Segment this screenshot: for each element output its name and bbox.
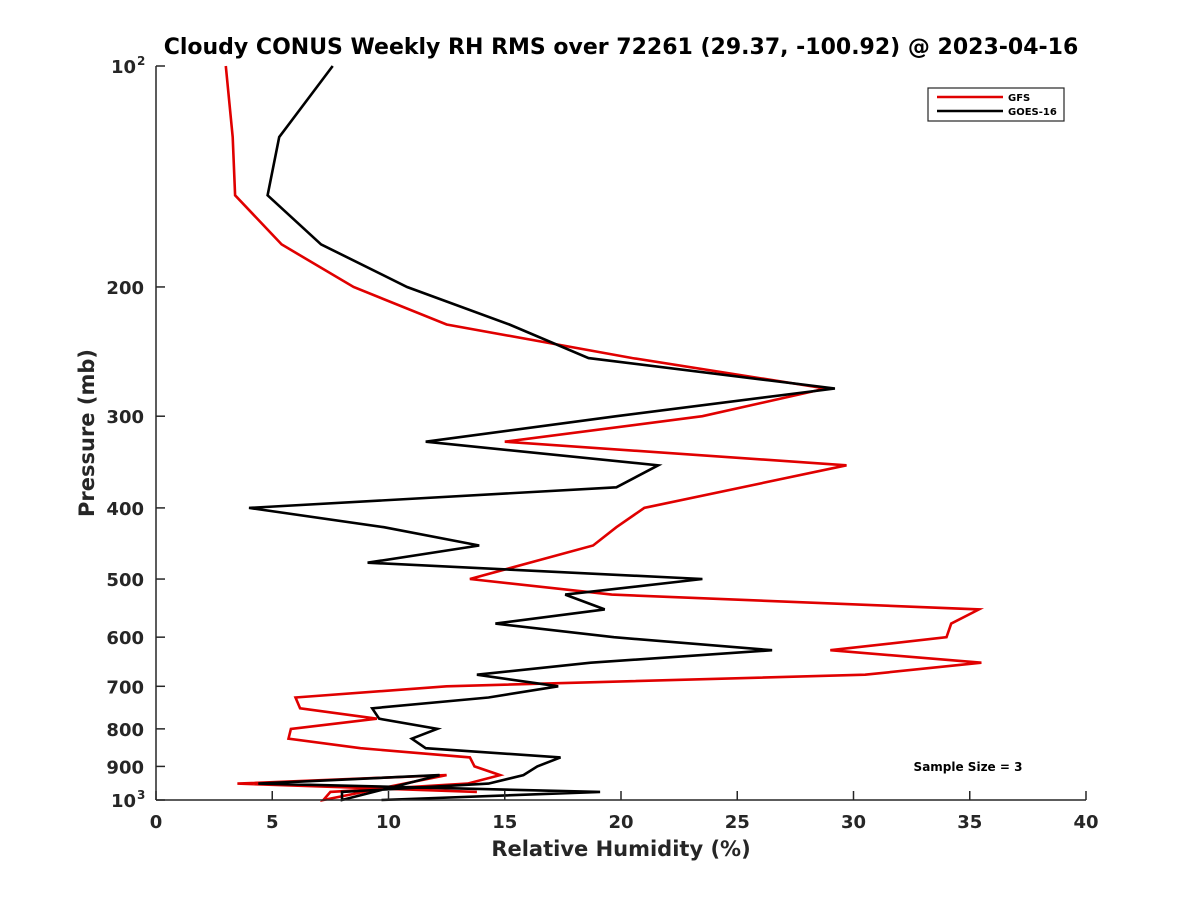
x-tick-label: 35 [957,812,982,833]
x-tick-label: 0 [150,812,163,833]
legend: GFS GOES-16 [927,87,1065,122]
series-layer [224,65,985,803]
y-tick-exponent: 2 [137,54,145,68]
x-tick-label: 10 [376,812,401,833]
x-tick-label: 30 [841,812,866,833]
y-tick-label: 200 [106,278,144,299]
y-tick-label: 10 [111,57,136,78]
sample-size-annotation: Sample Size = 3 [914,760,1023,774]
series-line-goes-16 [248,65,836,802]
x-tick-label: 15 [492,812,517,833]
legend-box [927,87,1065,122]
y-tick-label: 400 [106,499,144,520]
legend-label-gfs: GFS [1008,93,1030,104]
x-tick-label: 5 [266,812,279,833]
x-tick-label: 40 [1073,812,1098,833]
y-tick-label: 300 [106,407,144,428]
y-tick-exponent: 3 [137,788,145,802]
x-tick-label: 20 [608,812,633,833]
y-tick-label: 500 [106,570,144,591]
chart-title: Cloudy CONUS Weekly RH RMS over 72261 (2… [164,35,1079,60]
y-tick-label: 800 [106,720,144,741]
x-tick-label: 25 [725,812,750,833]
y-tick-label: 10 [111,791,136,812]
series-line-gfs [224,65,985,803]
y-tick-label: 900 [106,757,144,778]
y-tick-label: 700 [106,677,144,698]
legend-label-goes16: GOES-16 [1008,107,1057,118]
y-axis-title: Pressure (mb) [75,349,99,517]
x-axis-title: Relative Humidity (%) [491,837,750,861]
y-tick-label: 600 [106,628,144,649]
x-ticks: 0 5 10 15 20 25 30 35 40 [150,791,1099,833]
